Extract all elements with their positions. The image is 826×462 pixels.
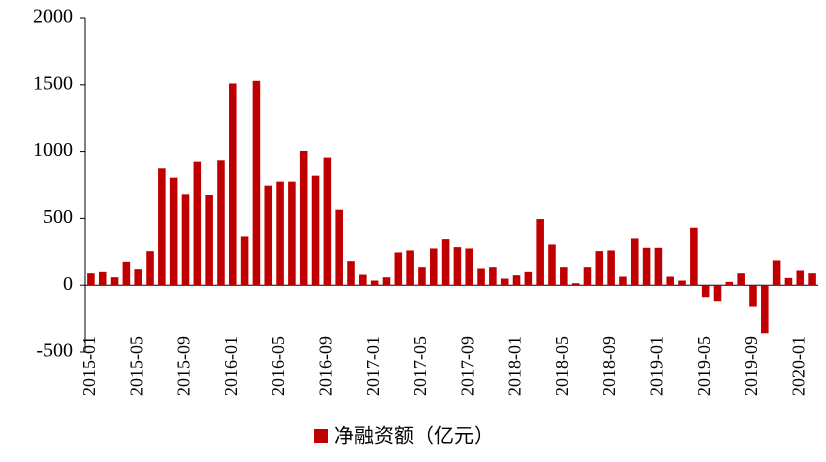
bar (619, 276, 627, 286)
bar (240, 236, 249, 286)
bar (607, 250, 615, 286)
bar (761, 285, 769, 334)
bar (489, 267, 497, 286)
bar (299, 150, 308, 286)
bar (571, 283, 580, 286)
x-tick-label: 2015-09 (174, 336, 194, 396)
bar (193, 161, 202, 286)
y-tick-label: 0 (63, 273, 73, 295)
legend-swatch (314, 429, 328, 443)
bar (749, 285, 757, 307)
bar (276, 181, 284, 286)
bar (87, 273, 95, 286)
x-tick-label: 2015-05 (126, 336, 146, 396)
bar (169, 177, 178, 286)
bar (288, 181, 296, 286)
bar (808, 273, 816, 286)
x-tick-label: 2016-05 (268, 336, 288, 396)
x-tick-label: 2018-09 (599, 336, 619, 396)
bar (536, 219, 544, 286)
bar (382, 277, 391, 286)
bar (429, 248, 438, 286)
bar (347, 261, 355, 286)
bar (181, 194, 190, 286)
y-tick-label: 500 (43, 206, 73, 228)
x-tick-label: 2017-05 (410, 336, 430, 396)
bar (311, 175, 320, 286)
bar (394, 252, 403, 286)
bar (654, 247, 663, 286)
x-tick-label: 2019-05 (694, 336, 714, 396)
bar (453, 247, 462, 286)
legend-label: 净融资额（亿元） (334, 424, 494, 448)
x-tick-label: 2018-05 (552, 336, 572, 396)
bar (678, 280, 686, 286)
bar (524, 271, 533, 286)
bar (500, 278, 509, 286)
bar (690, 227, 698, 286)
bar (335, 209, 343, 286)
bar (560, 267, 568, 286)
bar (725, 281, 734, 286)
bar (217, 160, 225, 286)
bar (642, 247, 651, 286)
x-tick-label: 2017-01 (363, 336, 383, 396)
x-tick-label: 2016-01 (221, 336, 241, 396)
bar (630, 238, 639, 286)
bar (418, 267, 426, 286)
x-tick-label: 2018-01 (505, 336, 525, 396)
bar (98, 271, 107, 286)
bar (158, 168, 166, 286)
x-tick-label: 2019-09 (741, 336, 761, 396)
bar (264, 185, 273, 286)
y-tick-label: -500 (36, 340, 73, 362)
x-tick-label: 2017-09 (457, 336, 477, 396)
bar (441, 239, 450, 286)
bar (205, 195, 213, 286)
y-tick-label: 1000 (33, 139, 73, 161)
x-tick-label: 2020-01 (788, 336, 808, 396)
bar (477, 268, 485, 286)
bar (134, 269, 142, 286)
bar (323, 157, 332, 286)
bar (406, 250, 414, 286)
x-tick-label: 2019-01 (647, 336, 667, 396)
bar (548, 244, 556, 286)
bar (701, 285, 710, 298)
bar (359, 274, 367, 286)
bar (772, 260, 781, 286)
bar (737, 273, 745, 286)
bar (110, 277, 119, 286)
bar (122, 261, 131, 286)
bar (666, 276, 675, 286)
bar (583, 267, 592, 286)
bar (796, 270, 805, 286)
bar (252, 80, 261, 286)
bar (228, 83, 237, 286)
bar (713, 285, 722, 302)
bar (784, 277, 793, 286)
y-tick-label: 2000 (33, 6, 73, 28)
bar (146, 251, 154, 286)
bar (595, 251, 604, 286)
bar (370, 280, 379, 286)
bar (512, 275, 521, 286)
x-tick-label: 2016-09 (315, 336, 335, 396)
bar (465, 248, 474, 286)
y-tick-label: 1500 (33, 72, 73, 94)
x-tick-label: 2015-01 (79, 336, 99, 396)
